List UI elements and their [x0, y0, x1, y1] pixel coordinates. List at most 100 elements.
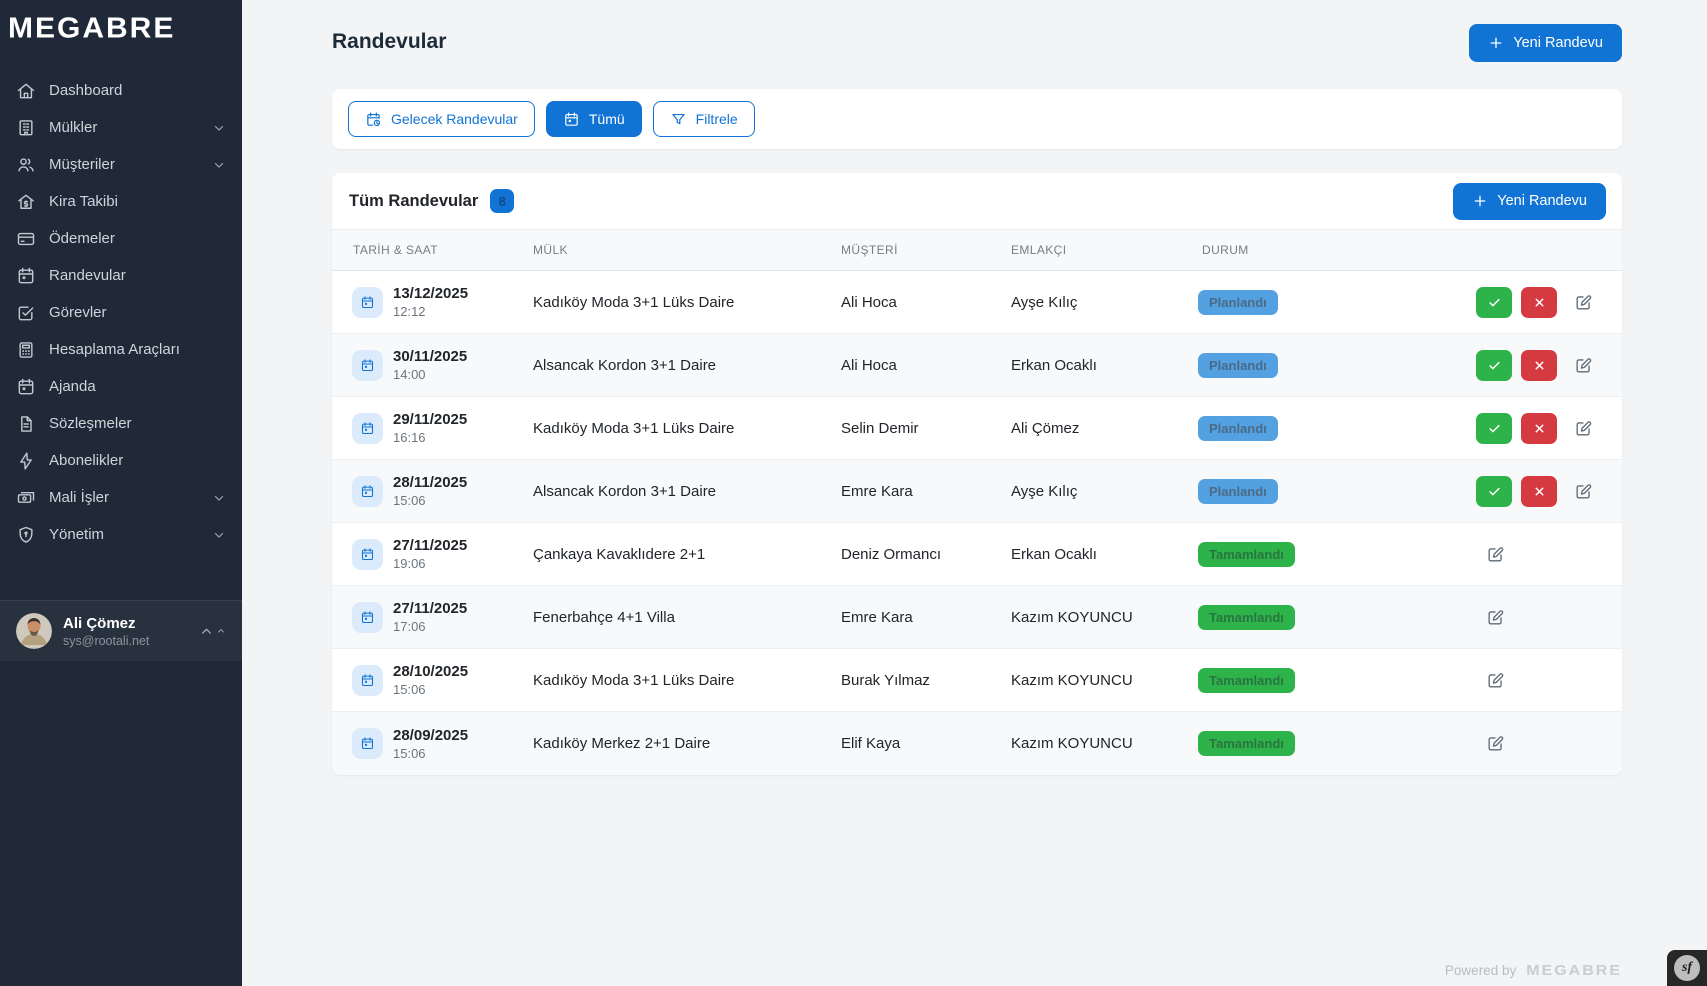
filter-button-t-m-[interactable]: Tümü — [546, 101, 642, 137]
approve-button[interactable] — [1476, 287, 1512, 318]
filter-button-filtrele[interactable]: Filtrele — [653, 101, 755, 137]
sidebar-item-m-lkler[interactable]: Mülkler — [0, 109, 242, 146]
table-title: Tüm Randevular — [349, 192, 478, 211]
column-header: TARİH & SAAT — [332, 243, 529, 257]
new-appointment-button-secondary[interactable]: Yeni Randevu — [1453, 183, 1606, 220]
symfony-icon: sf — [1674, 955, 1700, 981]
row-actions — [1475, 413, 1622, 444]
appointment-time: 12:12 — [393, 304, 468, 319]
user-name: Ali Çömez — [63, 615, 188, 632]
sidebar-item-m-teriler[interactable]: Müşteriler — [0, 146, 242, 183]
app-logo: MEGABRE — [0, 1, 242, 45]
calendar-icon — [352, 728, 383, 759]
new-appointment-button[interactable]: Yeni Randevu — [1469, 24, 1622, 62]
sidebar-item--demeler[interactable]: Ödemeler — [0, 220, 242, 257]
appointment-time: 14:00 — [393, 367, 467, 382]
avatar — [16, 613, 52, 649]
calendar-icon — [352, 413, 383, 444]
appointment-date: 28/09/2025 — [393, 727, 468, 744]
property-name: Çankaya Kavaklıdere 2+1 — [529, 546, 837, 563]
edit-button[interactable] — [1482, 604, 1508, 630]
approve-button[interactable] — [1476, 476, 1512, 507]
agent-name: Kazım KOYUNCU — [1007, 609, 1198, 626]
edit-button[interactable] — [1570, 478, 1596, 504]
calendar-icon — [352, 602, 383, 633]
property-name: Fenerbahçe 4+1 Villa — [529, 609, 837, 626]
customer-name: Emre Kara — [837, 609, 1007, 626]
customer-name: Selin Demir — [837, 420, 1007, 437]
table-row: 27/11/2025 19:06 Çankaya Kavaklıdere 2+1… — [332, 523, 1622, 586]
user-menu[interactable]: Ali Çömez sys@rootali.net — [0, 600, 242, 661]
count-badge: 8 — [490, 189, 514, 213]
appointment-date: 28/10/2025 — [393, 663, 468, 680]
appointment-time: 19:06 — [393, 556, 467, 571]
check-square-icon — [16, 303, 36, 323]
agent-name: Ayşe Kılıç — [1007, 294, 1198, 311]
status-badge: Tamamlandı — [1198, 542, 1295, 567]
status-badge: Planlandı — [1198, 479, 1278, 504]
edit-button[interactable] — [1570, 415, 1596, 441]
calendar-icon — [352, 476, 383, 507]
sidebar-item-ajanda[interactable]: Ajanda — [0, 368, 242, 405]
symfony-toolbar-button[interactable]: sf — [1667, 950, 1707, 986]
row-actions — [1475, 731, 1622, 757]
user-email: sys@rootali.net — [63, 634, 188, 648]
reject-button[interactable] — [1521, 350, 1557, 381]
footer-logo: MEGABRE — [1526, 962, 1622, 979]
customer-name: Emre Kara — [837, 483, 1007, 500]
appointment-date: 30/11/2025 — [393, 348, 467, 365]
column-header: EMLAKÇI — [1007, 243, 1198, 257]
table-row: 28/09/2025 15:06 Kadıköy Merkez 2+1 Dair… — [332, 712, 1622, 775]
sidebar-item-y-netim[interactable]: Yönetim — [0, 516, 242, 553]
sidebar-item-abonelikler[interactable]: Abonelikler — [0, 442, 242, 479]
chevron-down-icon — [212, 121, 226, 135]
sidebar-item-g-revler[interactable]: Görevler — [0, 294, 242, 331]
edit-button[interactable] — [1482, 667, 1508, 693]
chevron-down-icon — [212, 491, 226, 505]
reject-button[interactable] — [1521, 476, 1557, 507]
sidebar-item-randevular[interactable]: Randevular — [0, 257, 242, 294]
calendar-icon — [16, 266, 36, 286]
property-name: Kadıköy Moda 3+1 Lüks Daire — [529, 420, 837, 437]
chevron-down-icon — [212, 158, 226, 172]
appointment-date: 29/11/2025 — [393, 411, 467, 428]
status-badge: Planlandı — [1198, 416, 1278, 441]
appointment-time: 17:06 — [393, 619, 467, 634]
sidebar-item-kira-takibi[interactable]: Kira Takibi — [0, 183, 242, 220]
chevron-down-icon — [212, 528, 226, 542]
property-name: Alsancak Kordon 3+1 Daire — [529, 357, 837, 374]
table-body: 13/12/2025 12:12 Kadıköy Moda 3+1 Lüks D… — [332, 271, 1622, 775]
appointment-time: 15:06 — [393, 746, 468, 761]
reject-button[interactable] — [1521, 287, 1557, 318]
filter-button-gelecek-randevular[interactable]: Gelecek Randevular — [348, 101, 535, 137]
agent-name: Ayşe Kılıç — [1007, 483, 1198, 500]
agent-name: Kazım KOYUNCU — [1007, 735, 1198, 752]
edit-button[interactable] — [1570, 289, 1596, 315]
appointment-date: 27/11/2025 — [393, 537, 467, 554]
sidebar-item-mali-i-ler[interactable]: Mali İşler — [0, 479, 242, 516]
approve-button[interactable] — [1476, 350, 1512, 381]
sidebar-item-s-zle-meler[interactable]: Sözleşmeler — [0, 405, 242, 442]
customer-name: Deniz Ormancı — [837, 546, 1007, 563]
row-actions — [1475, 287, 1622, 318]
users-icon — [16, 155, 36, 175]
edit-button[interactable] — [1482, 541, 1508, 567]
row-actions — [1475, 541, 1622, 567]
appointment-time: 15:06 — [393, 682, 468, 697]
funnel-icon — [670, 111, 687, 128]
sidebar-item-dashboard[interactable]: Dashboard — [0, 72, 242, 109]
calculator-icon — [16, 340, 36, 360]
calendar-clock-icon — [365, 111, 382, 128]
column-header: MÜLK — [529, 243, 837, 257]
reject-button[interactable] — [1521, 413, 1557, 444]
property-name: Kadıköy Moda 3+1 Lüks Daire — [529, 294, 837, 311]
cash-icon — [16, 488, 36, 508]
lightning-icon — [16, 451, 36, 471]
edit-button[interactable] — [1570, 352, 1596, 378]
table-row: 28/11/2025 15:06 Alsancak Kordon 3+1 Dai… — [332, 460, 1622, 523]
edit-button[interactable] — [1482, 731, 1508, 757]
approve-button[interactable] — [1476, 413, 1512, 444]
appointment-date: 13/12/2025 — [393, 285, 468, 302]
sidebar-item-hesaplama-ara-lar-[interactable]: Hesaplama Araçları — [0, 331, 242, 368]
calendar-icon — [563, 111, 580, 128]
